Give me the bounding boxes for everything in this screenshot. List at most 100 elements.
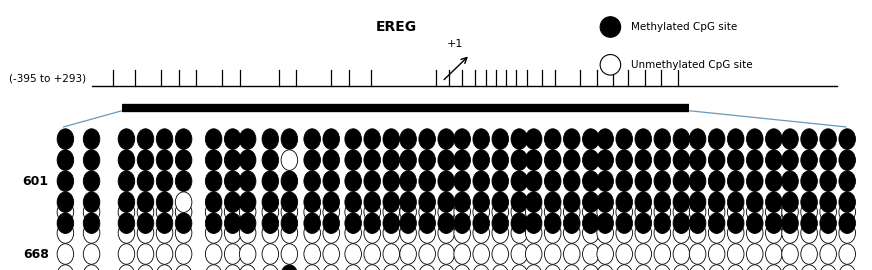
Ellipse shape (84, 171, 99, 191)
Ellipse shape (438, 129, 454, 149)
Ellipse shape (224, 213, 241, 234)
Ellipse shape (727, 202, 744, 222)
Ellipse shape (673, 192, 690, 212)
Ellipse shape (800, 150, 817, 170)
Ellipse shape (175, 244, 192, 264)
Ellipse shape (766, 265, 782, 270)
Ellipse shape (281, 202, 297, 222)
Ellipse shape (137, 171, 153, 191)
Ellipse shape (438, 244, 454, 264)
Ellipse shape (544, 265, 561, 270)
Ellipse shape (345, 171, 362, 191)
Ellipse shape (281, 192, 297, 212)
Ellipse shape (400, 244, 417, 264)
Ellipse shape (224, 129, 241, 149)
Ellipse shape (454, 150, 471, 170)
Ellipse shape (304, 244, 321, 264)
Ellipse shape (281, 150, 297, 170)
Ellipse shape (262, 213, 279, 234)
Ellipse shape (119, 223, 134, 243)
Ellipse shape (137, 150, 153, 170)
Ellipse shape (839, 129, 855, 149)
Ellipse shape (345, 129, 362, 149)
Ellipse shape (839, 265, 855, 270)
Ellipse shape (84, 244, 99, 264)
Ellipse shape (206, 171, 221, 191)
Ellipse shape (224, 192, 241, 212)
Ellipse shape (746, 244, 763, 264)
Ellipse shape (492, 171, 508, 191)
Ellipse shape (654, 129, 671, 149)
Ellipse shape (673, 202, 690, 222)
Circle shape (600, 55, 621, 75)
Ellipse shape (511, 223, 528, 243)
Ellipse shape (544, 129, 561, 149)
Ellipse shape (58, 244, 74, 264)
Ellipse shape (304, 265, 321, 270)
Ellipse shape (820, 265, 836, 270)
Ellipse shape (654, 171, 671, 191)
Ellipse shape (239, 265, 256, 270)
Ellipse shape (323, 192, 339, 212)
Ellipse shape (596, 265, 614, 270)
Ellipse shape (137, 265, 153, 270)
Ellipse shape (345, 265, 362, 270)
Ellipse shape (544, 223, 561, 243)
Ellipse shape (239, 244, 256, 264)
Ellipse shape (544, 171, 561, 191)
Ellipse shape (596, 129, 614, 149)
Ellipse shape (616, 150, 632, 170)
Ellipse shape (454, 265, 471, 270)
Ellipse shape (616, 265, 632, 270)
Ellipse shape (800, 244, 817, 264)
Ellipse shape (323, 244, 339, 264)
Ellipse shape (782, 129, 799, 149)
Ellipse shape (544, 150, 561, 170)
Ellipse shape (727, 129, 744, 149)
Ellipse shape (800, 223, 817, 243)
Ellipse shape (383, 223, 399, 243)
Ellipse shape (766, 223, 782, 243)
Ellipse shape (525, 265, 542, 270)
Ellipse shape (690, 171, 706, 191)
Ellipse shape (364, 150, 380, 170)
Ellipse shape (419, 129, 435, 149)
Ellipse shape (525, 202, 542, 222)
Ellipse shape (400, 265, 417, 270)
Ellipse shape (224, 223, 241, 243)
Ellipse shape (766, 150, 782, 170)
Text: +1: +1 (446, 39, 463, 49)
Ellipse shape (525, 213, 542, 234)
Ellipse shape (224, 150, 241, 170)
Ellipse shape (525, 192, 542, 212)
Ellipse shape (746, 213, 763, 234)
Ellipse shape (708, 192, 725, 212)
Ellipse shape (239, 202, 256, 222)
Ellipse shape (782, 150, 799, 170)
Ellipse shape (820, 129, 836, 149)
Ellipse shape (304, 223, 321, 243)
Ellipse shape (544, 202, 561, 222)
Ellipse shape (511, 192, 528, 212)
Ellipse shape (473, 265, 489, 270)
Ellipse shape (582, 171, 599, 191)
Ellipse shape (281, 171, 297, 191)
Ellipse shape (492, 192, 508, 212)
Ellipse shape (690, 150, 706, 170)
Ellipse shape (635, 171, 651, 191)
Ellipse shape (654, 192, 671, 212)
Ellipse shape (304, 150, 321, 170)
Ellipse shape (345, 192, 362, 212)
Ellipse shape (673, 129, 690, 149)
Ellipse shape (323, 202, 339, 222)
Ellipse shape (654, 265, 671, 270)
Ellipse shape (304, 171, 321, 191)
Ellipse shape (400, 150, 417, 170)
Ellipse shape (438, 265, 454, 270)
Ellipse shape (119, 265, 134, 270)
Ellipse shape (582, 150, 599, 170)
Ellipse shape (156, 223, 173, 243)
Ellipse shape (400, 129, 417, 149)
Ellipse shape (727, 171, 744, 191)
Ellipse shape (766, 202, 782, 222)
